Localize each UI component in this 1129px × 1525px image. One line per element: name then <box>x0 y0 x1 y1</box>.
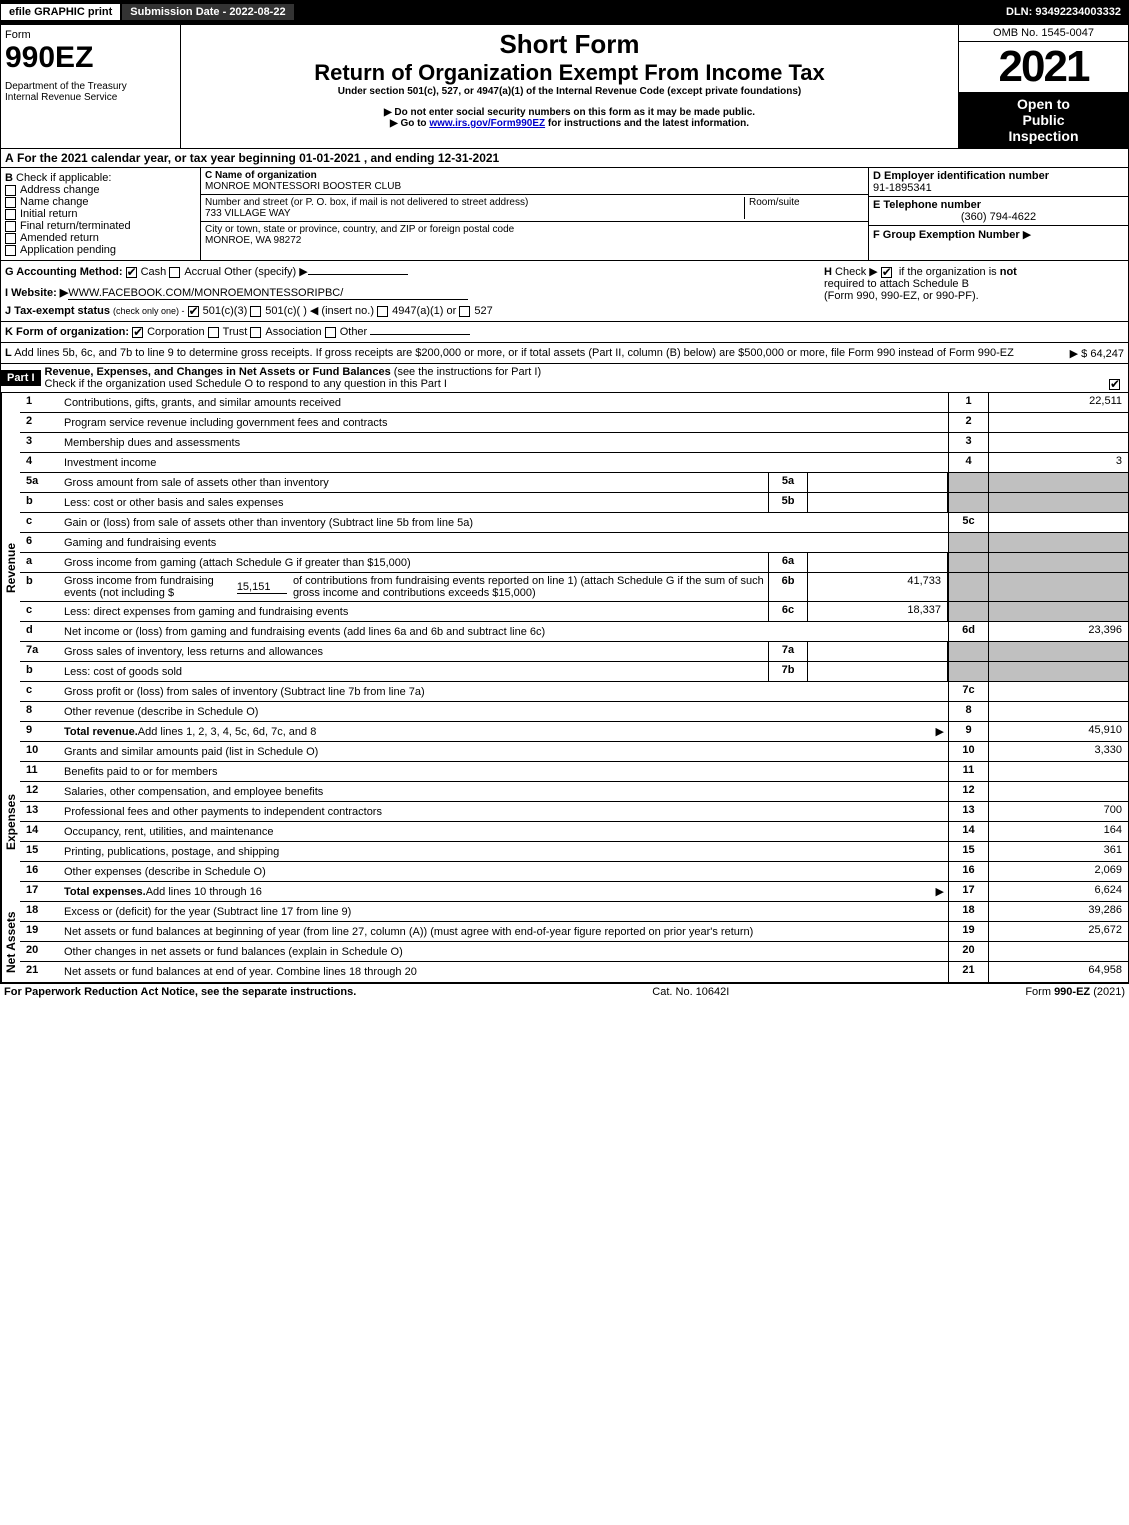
section-def: D Employer identification number 91-1895… <box>868 168 1128 260</box>
line-6b-val: 41,733 <box>808 573 948 601</box>
section-i: I Website: ▶WWW.FACEBOOK.COM/MONROEMONTE… <box>5 286 824 300</box>
open-to-public: Open to Public Inspection <box>959 92 1128 148</box>
calendar-year: For the 2021 calendar year, or tax year … <box>17 151 499 165</box>
netassets-label: Net Assets <box>1 902 20 982</box>
line-16-val: 2,069 <box>988 862 1128 881</box>
line-4-val: 3 <box>988 453 1128 472</box>
ein: 91-1895341 <box>873 182 932 194</box>
check-association[interactable] <box>250 327 261 338</box>
submission-date: Submission Date - 2022-08-22 <box>121 3 294 21</box>
check-address-change[interactable]: Address change <box>5 184 196 196</box>
check-527[interactable] <box>459 306 470 317</box>
goto-note: ▶ Go to www.irs.gov/Form990EZ for instru… <box>185 118 954 129</box>
dln-number: DLN: 93492234003332 <box>998 4 1129 20</box>
part1-header: Part I Revenue, Expenses, and Changes in… <box>0 364 1129 393</box>
expenses-label: Expenses <box>1 742 20 902</box>
check-name-change[interactable]: Name change <box>5 196 196 208</box>
check-501c3[interactable] <box>188 306 199 317</box>
revenue-label: Revenue <box>1 393 20 742</box>
return-title: Return of Organization Exempt From Incom… <box>185 60 954 86</box>
dept-treasury: Department of the Treasury <box>5 81 176 92</box>
revenue-section: Revenue 1Contributions, gifts, grants, a… <box>0 393 1129 742</box>
paperwork-notice: For Paperwork Reduction Act Notice, see … <box>4 986 356 998</box>
header-right: OMB No. 1545-0047 2021 Open to Public In… <box>958 25 1128 148</box>
line-6c-val: 18,337 <box>808 602 948 621</box>
phone: (360) 794-4622 <box>873 211 1124 223</box>
form-number: 990EZ <box>5 41 176 75</box>
check-initial-return[interactable]: Initial return <box>5 208 196 220</box>
omb-number: OMB No. 1545-0047 <box>959 25 1128 42</box>
irs-label: Internal Revenue Service <box>5 92 176 103</box>
expenses-section: Expenses 10Grants and similar amounts pa… <box>0 742 1129 902</box>
check-final-return[interactable]: Final return/terminated <box>5 220 196 232</box>
check-accrual[interactable] <box>169 267 180 278</box>
form-ref: Form 990-EZ (2021) <box>1025 986 1125 998</box>
short-form-title: Short Form <box>185 29 954 60</box>
header-left: Form 990EZ Department of the Treasury In… <box>1 25 181 148</box>
check-schedule-b[interactable] <box>881 267 892 278</box>
line-18-val: 39,286 <box>988 902 1128 921</box>
org-name: MONROE MONTESSORI BOOSTER CLUB <box>205 181 401 192</box>
efile-label: efile GRAPHIC print <box>0 3 121 21</box>
tax-year: 2021 <box>959 42 1128 92</box>
website: WWW.FACEBOOK.COM/MONROEMONTESSORIPBC/ <box>68 287 468 300</box>
section-c: C Name of organization MONROE MONTESSORI… <box>201 168 868 260</box>
section-b: B Check if applicable: Address change Na… <box>1 168 201 260</box>
section-j: J Tax-exempt status (check only one) - 5… <box>5 304 824 317</box>
line-17-val: 6,624 <box>988 882 1128 901</box>
page-footer: For Paperwork Reduction Act Notice, see … <box>0 983 1129 1000</box>
line-1-val: 22,511 <box>988 393 1128 412</box>
check-amended-return[interactable]: Amended return <box>5 232 196 244</box>
top-bar: efile GRAPHIC print Submission Date - 20… <box>0 0 1129 24</box>
section-g: G Accounting Method: Cash Accrual Other … <box>5 265 824 278</box>
check-4947[interactable] <box>377 306 388 317</box>
section-k: K Form of organization: Corporation Trus… <box>0 322 1129 343</box>
section-a: A For the 2021 calendar year, or tax yea… <box>0 149 1129 168</box>
check-cash[interactable] <box>126 267 137 278</box>
info-grid: B Check if applicable: Address change Na… <box>0 168 1129 261</box>
check-application-pending[interactable]: Application pending <box>5 244 196 256</box>
city-state-zip: MONROE, WA 98272 <box>205 235 301 246</box>
street-address: 733 VILLAGE WAY <box>205 208 291 219</box>
irs-link[interactable]: www.irs.gov/Form990EZ <box>429 118 545 129</box>
header-center: Short Form Return of Organization Exempt… <box>181 25 958 148</box>
section-h: H Check ▶ if the organization is not req… <box>824 265 1124 317</box>
ssn-note: ▶ Do not enter social security numbers o… <box>185 107 954 118</box>
check-other-org[interactable] <box>325 327 336 338</box>
check-schedule-o[interactable] <box>1109 379 1120 390</box>
under-section: Under section 501(c), 527, or 4947(a)(1)… <box>185 86 954 97</box>
line-15-val: 361 <box>988 842 1128 861</box>
cat-number: Cat. No. 10642I <box>356 986 1025 998</box>
check-501c[interactable] <box>250 306 261 317</box>
line-10-val: 3,330 <box>988 742 1128 761</box>
line-13-val: 700 <box>988 802 1128 821</box>
section-l: L Add lines 5b, 6c, and 7b to line 9 to … <box>0 343 1129 364</box>
check-corporation[interactable] <box>132 327 143 338</box>
section-ghij: G Accounting Method: Cash Accrual Other … <box>0 261 1129 322</box>
netassets-section: Net Assets 18Excess or (deficit) for the… <box>0 902 1129 983</box>
line-21-val: 64,958 <box>988 962 1128 982</box>
line-9-val: 45,910 <box>988 722 1128 741</box>
check-trust[interactable] <box>208 327 219 338</box>
room-suite: Room/suite <box>744 197 864 219</box>
line-14-val: 164 <box>988 822 1128 841</box>
line-6d-val: 23,396 <box>988 622 1128 641</box>
line-19-val: 25,672 <box>988 922 1128 941</box>
gross-receipts: ▶ $ 64,247 <box>1070 347 1124 360</box>
form-word: Form <box>5 29 176 41</box>
form-header: Form 990EZ Department of the Treasury In… <box>0 24 1129 149</box>
